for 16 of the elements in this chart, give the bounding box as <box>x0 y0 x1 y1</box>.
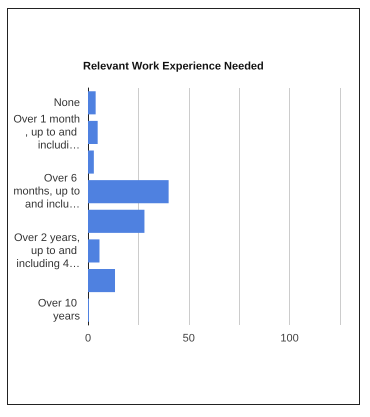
bar <box>88 120 98 144</box>
y-tick-label: Over 10 years <box>38 298 80 323</box>
bar <box>88 269 116 292</box>
y-tick-label: None <box>54 96 80 109</box>
bar <box>88 239 100 262</box>
y-tick-label: Over 1 month, up to and includi… <box>13 113 80 152</box>
bar <box>88 150 94 174</box>
x-tick-label: 50 <box>182 332 195 344</box>
bar <box>88 210 144 233</box>
bar <box>88 91 96 114</box>
x-tick-label: 100 <box>280 332 299 344</box>
bar <box>88 180 169 204</box>
y-tick-label: Over 6 months, up to and inclu… <box>13 172 80 211</box>
x-tick-label: 0 <box>84 332 92 344</box>
chart-title: Relevant Work Experience Needed <box>83 60 264 72</box>
y-tick-label: Over 2 years, up to and including 4… <box>14 232 80 270</box>
